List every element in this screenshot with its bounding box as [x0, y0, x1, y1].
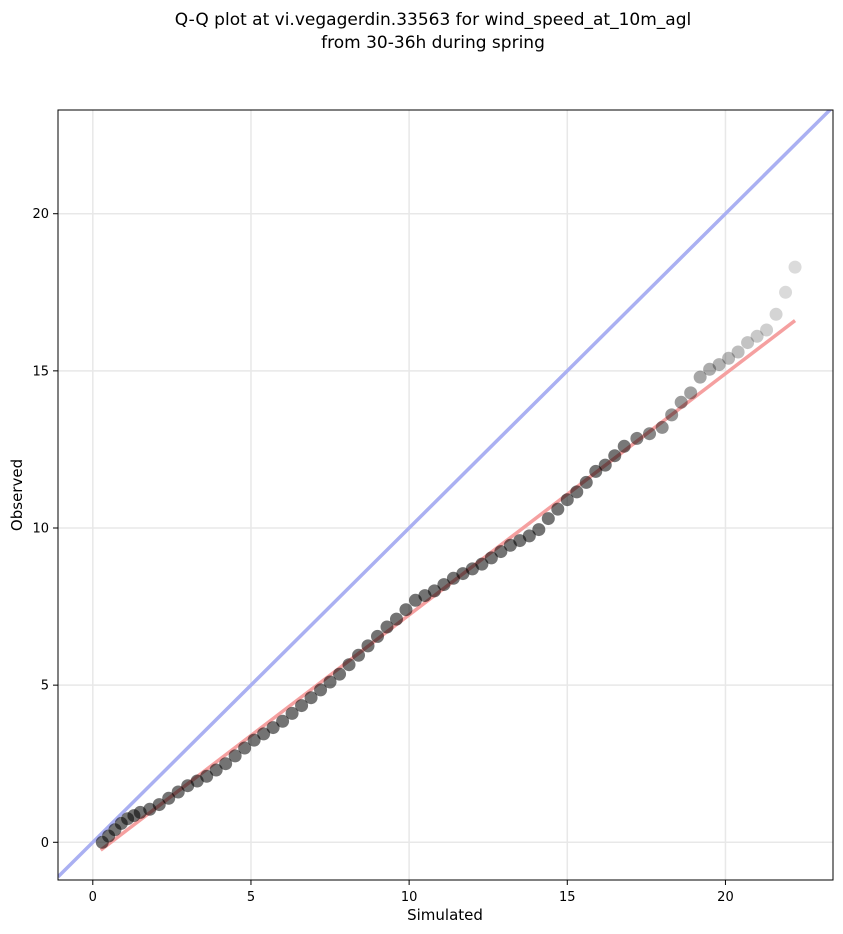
quantile-point	[598, 458, 612, 472]
quantile-point	[722, 351, 736, 365]
quantile-point	[257, 727, 271, 741]
quantile-point	[370, 629, 384, 643]
quantile-point	[494, 545, 508, 559]
quantile-point	[200, 769, 214, 783]
quantile-point	[228, 749, 242, 763]
quantile-point	[238, 741, 252, 755]
reference-lines	[58, 110, 833, 879]
quantile-point	[541, 512, 555, 526]
x-tick-label: 0	[89, 890, 97, 905]
quantile-point	[333, 667, 347, 681]
quantile-point	[437, 578, 451, 592]
x-tick-label: 15	[559, 890, 576, 905]
quantile-point	[589, 464, 603, 478]
quantile-point	[769, 307, 783, 321]
plot-frame	[57, 109, 834, 881]
quantile-point	[741, 336, 755, 350]
quantile-point	[750, 329, 764, 343]
quantile-point	[712, 358, 726, 372]
quantile-point	[276, 714, 290, 728]
identity-line	[58, 110, 833, 879]
quantile-point	[209, 763, 223, 777]
chart-title-line2: from 30-36h during spring	[321, 33, 545, 53]
quantile-point	[314, 683, 328, 697]
quantile-point	[285, 706, 299, 720]
y-axis-ticks: 0 5 10 15 20	[32, 207, 58, 851]
quantile-point	[323, 675, 337, 689]
quantile-point	[608, 449, 622, 463]
x-axis-ticks: 0 5 10 15 20	[89, 880, 734, 905]
quantile-point	[570, 485, 584, 499]
quantile-point	[617, 439, 631, 453]
quantile-point	[342, 658, 356, 672]
y-tick-label: 10	[32, 522, 49, 537]
quantile-point	[779, 285, 793, 299]
quantile-point	[352, 648, 366, 662]
y-tick-label: 15	[32, 364, 49, 379]
quantile-point	[665, 408, 679, 422]
chart-title-line1: Q-Q plot at vi.vegagerdin.33563 for wind…	[175, 10, 691, 30]
x-tick-label: 5	[247, 890, 255, 905]
quantile-point	[760, 323, 774, 337]
quantile-point	[731, 345, 745, 359]
quantile-point	[693, 370, 707, 384]
quantile-point	[788, 260, 802, 274]
quantile-point	[674, 395, 688, 409]
quantile-point	[171, 785, 185, 799]
quantile-point	[247, 733, 261, 747]
quantile-point	[219, 757, 233, 771]
quantile-point	[630, 431, 644, 445]
quantile-point	[484, 551, 498, 565]
quantile-point	[643, 427, 657, 441]
quantile-point	[380, 620, 394, 634]
quantile-point	[655, 420, 669, 434]
y-tick-label: 20	[32, 207, 49, 222]
quantile-point	[389, 612, 403, 626]
x-tick-label: 20	[717, 890, 734, 905]
quantile-point	[361, 639, 375, 653]
quantile-point	[399, 603, 413, 617]
quantile-point	[551, 502, 565, 516]
quantile-point	[532, 523, 546, 537]
quantile-point	[703, 362, 717, 376]
quantile-point	[304, 691, 318, 705]
quantile-point	[560, 493, 574, 507]
quantile-point	[579, 475, 593, 489]
quantile-points	[95, 260, 802, 849]
quantile-point	[295, 699, 309, 713]
quantile-point	[475, 557, 489, 571]
y-axis-label: Observed	[8, 459, 26, 531]
x-tick-label: 10	[401, 890, 418, 905]
quantile-point	[427, 584, 441, 598]
quantile-point	[152, 798, 166, 812]
grid	[58, 110, 833, 880]
x-axis-label: Simulated	[407, 906, 483, 924]
quantile-point	[684, 386, 698, 400]
quantile-point	[266, 721, 280, 735]
quantile-point	[522, 529, 536, 543]
y-tick-label: 0	[41, 836, 49, 851]
quantile-point	[162, 791, 176, 805]
y-tick-label: 5	[41, 679, 49, 694]
